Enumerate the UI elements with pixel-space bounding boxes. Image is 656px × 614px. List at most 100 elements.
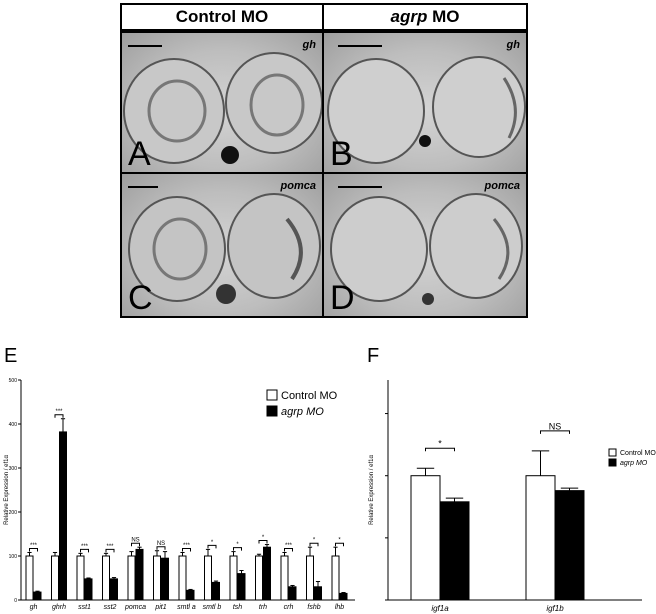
bar-control [25,555,34,601]
panel-letter: C [128,279,153,317]
significance-bracket [182,547,191,552]
significance-label: * [236,542,239,548]
category-label: gh [30,604,38,611]
legend-swatch-agrp [266,405,278,417]
y-tick-label: 500 [9,378,18,384]
legend-swatch-agrp [608,458,617,467]
bar-agrp [186,589,195,601]
category-label: ghrh [52,604,66,611]
legend-label: agrp MO [620,460,648,467]
bar-control [306,555,314,601]
category-label: igf1b [546,604,564,613]
bar-agrp [288,586,297,601]
significance-bracket [105,548,115,553]
significance-bracket [29,547,38,552]
scale-bar [338,45,382,47]
bar-agrp [135,548,144,601]
micrograph-panel-b: gh B [322,31,528,174]
significance-bracket [156,546,166,550]
y-tick-label: 100 [9,554,18,560]
category-label: pit1 [154,604,166,611]
significance-bracket [233,547,242,551]
significance-label: NS [157,541,165,547]
scale-bar [338,186,382,188]
y-tick-label: 400 [9,422,18,428]
bar-control [255,555,263,601]
micrograph-panel-c: pomca C [120,172,324,318]
significance-bracket [54,414,64,418]
gene-label: gh [506,39,520,51]
bar-agrp [59,431,67,601]
header-agrp-text: MO [427,7,460,26]
bar-control [410,475,441,601]
bar-agrp [439,501,470,601]
scale-bar [128,45,162,47]
category-label: smtl a [177,604,196,611]
bar-agrp [110,578,118,601]
category-label: tsh [233,604,242,611]
bar-agrp [33,591,42,601]
category-label: igf1a [431,604,449,613]
significance-label: *** [30,543,38,549]
significance-bracket [207,544,217,549]
category-label: sst2 [104,604,117,611]
bar-control [178,555,187,601]
panel-letter: D [330,279,355,317]
category-label: fshb [307,604,320,611]
embryo-illustration-a [123,52,322,164]
significance-label: NS [131,538,139,544]
bar-control [525,475,556,601]
header-control-text: Control MO [175,7,269,26]
header-agrp-gene: agrp [390,7,428,26]
chart-e: 0 100 200 300 400 500 Relative Expression / ef… [4,378,355,611]
y-tick-label: 0 [14,598,17,604]
header-agrp: agrp MO [322,3,528,31]
significance-label: * [438,439,442,449]
significance-bracket [309,542,319,547]
legend-swatch-control [266,389,278,401]
bar-agrp [339,592,348,601]
bar-control [76,555,85,601]
bar-agrp [212,581,220,601]
significance-bracket [80,548,89,553]
significance-label: * [338,538,341,544]
significance-label: *** [106,544,114,550]
category-label: sst1 [78,604,91,611]
significance-label: NS [549,421,562,431]
y-tick-label: 300 [9,466,18,472]
bar-control [204,555,212,601]
bar-agrp [314,586,322,601]
significance-label: *** [183,543,191,549]
header-control: Control MO [120,3,324,31]
category-label: crh [284,604,294,611]
bar-agrp [263,546,271,601]
significance-label: *** [55,409,63,415]
y-tick-label: 200 [9,510,18,516]
significance-label: * [262,535,265,541]
bar-agrp [237,573,246,601]
scale-bar [128,186,158,188]
bar-control [127,555,136,601]
category-label: pomca [124,604,146,611]
bar-agrp [84,578,93,601]
category-label: lhb [335,604,344,611]
significance-label: * [313,538,316,544]
bar-agrp [554,490,585,601]
bar-control [51,555,59,601]
significance-bracket [258,540,268,544]
legend-label: agrp MO [281,406,324,418]
significance-label: *** [285,543,293,549]
significance-label: * [211,540,214,546]
significance-bracket [131,542,140,547]
embryo-illustration-b [327,56,526,164]
embryo-illustration-d [330,193,523,305]
legend-label: Control MO [281,390,338,402]
micrograph-panel-d: pomca D [322,172,528,318]
significance-bracket [540,430,570,434]
panel-letter: B [330,135,353,173]
bar-control [102,555,110,601]
category-label: trh [259,604,267,611]
significance-bracket [425,447,455,452]
legend-label: Control MO [620,450,656,457]
embryo-illustration-c [128,193,321,304]
